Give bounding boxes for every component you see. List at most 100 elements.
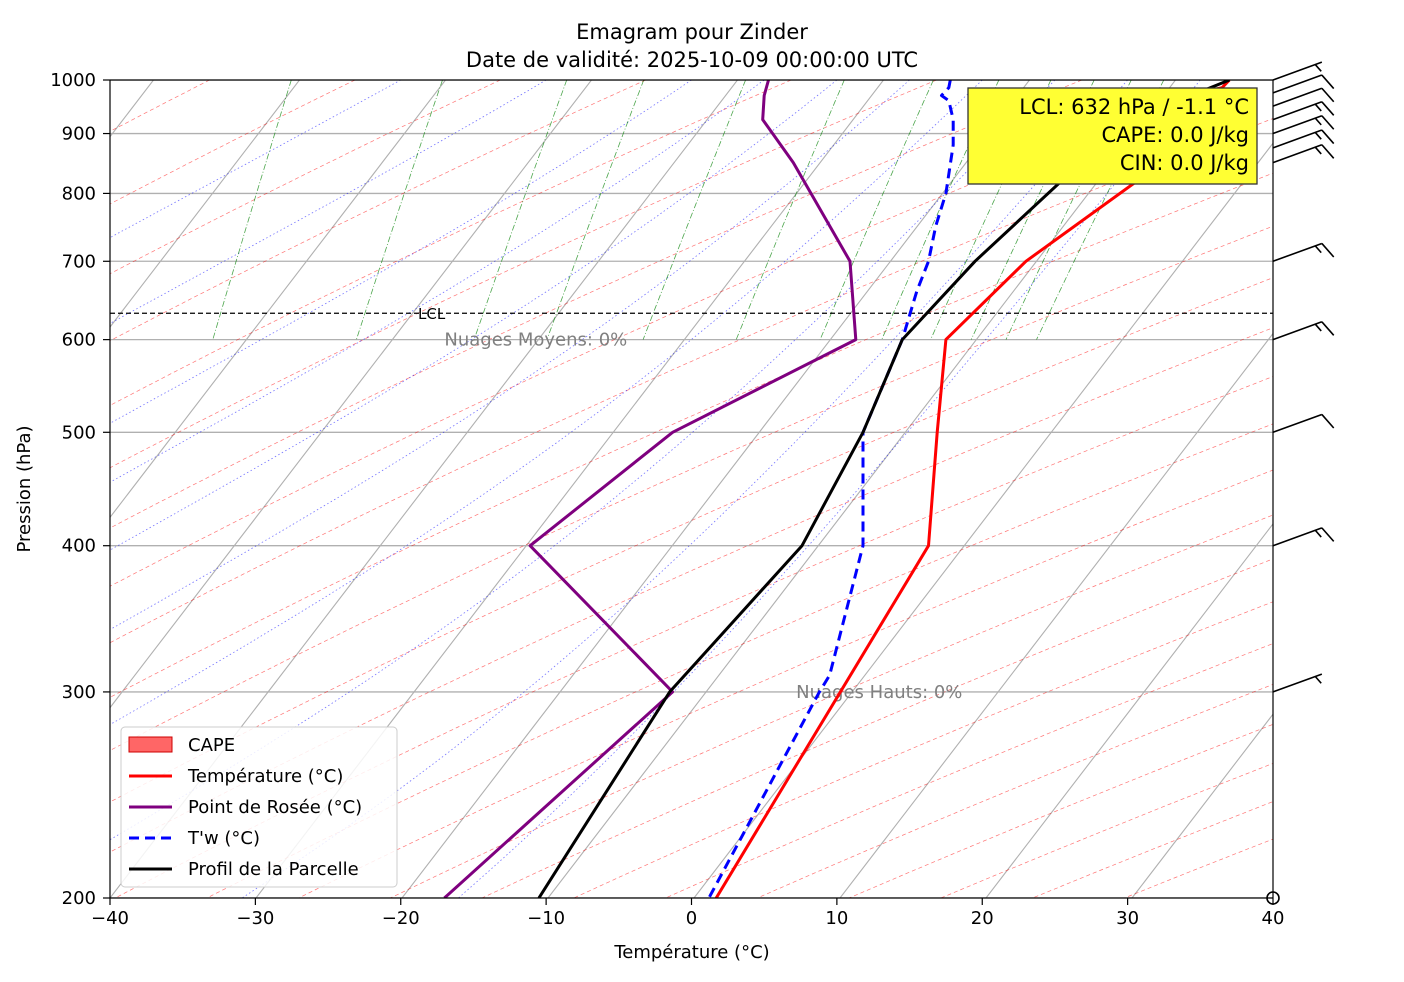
wind-barb-feather (1314, 117, 1322, 126)
mixing-ratio-line (212, 80, 292, 340)
legend-frame (120, 726, 398, 888)
y-tick-label: 600 (62, 330, 96, 351)
wind-barb-feather (1314, 323, 1322, 332)
wind-barb-feather (1314, 529, 1322, 538)
wind-barb-feather (1314, 675, 1322, 684)
dry-adiabat (110, 225, 1273, 751)
moist-adiabat (110, 80, 547, 324)
dry-adiabat (110, 80, 937, 469)
wind-barb-feather (1314, 146, 1322, 155)
dry-adiabat (115, 376, 1273, 898)
moist-adiabat (110, 80, 692, 424)
legend-label: Point de Rosée (°C) (188, 797, 362, 818)
chart-title: Emagram pour Zinder (576, 20, 808, 44)
wind-barb (1272, 321, 1335, 341)
wind-barb (1272, 114, 1335, 135)
calm-wind-marker (1266, 891, 1280, 905)
x-tick-label: 30 (1116, 908, 1139, 929)
dry-adiabat (110, 327, 1273, 853)
wind-barb-feather (1321, 87, 1335, 103)
lcl-label: LCL (418, 305, 446, 323)
wind-barb (1272, 527, 1335, 547)
x-axis-label: Température (°C) (613, 942, 769, 963)
wind-barb-feather (1314, 245, 1322, 254)
y-tick-label: 900 (62, 124, 96, 145)
wind-barb (1272, 87, 1335, 107)
y-tick-label: 700 (62, 251, 96, 272)
wind-barb-feather (1321, 321, 1335, 336)
skewed-isotherm (547, 80, 1177, 898)
moist-adiabat (458, 80, 1201, 898)
legend-swatch (128, 736, 173, 753)
x-tick-label: −40 (91, 908, 129, 929)
skewed-isotherm (401, 80, 1031, 898)
dry-adiabat (110, 277, 1273, 803)
x-tick-label: −10 (527, 908, 565, 929)
wind-barb-feather (1321, 115, 1335, 130)
skewed-isotherm (693, 142, 1273, 898)
wind-barb-staff (1272, 101, 1323, 121)
x-tick-label: 20 (971, 908, 994, 929)
mixing-ratio-line (546, 80, 645, 340)
y-tick-label: 200 (62, 888, 96, 909)
dry-adiabat (110, 80, 792, 406)
y-tick-label: 300 (62, 682, 96, 703)
legend-label: Température (°C) (187, 766, 343, 787)
wind-barb-staff (1272, 87, 1323, 107)
wind-barb-feather (1321, 242, 1335, 258)
legend-label: T'w (°C) (187, 828, 260, 849)
wind-barb-feather (1314, 64, 1322, 72)
x-tick-label: −30 (236, 908, 274, 929)
wind-barb (1272, 673, 1323, 693)
wind-barb (1272, 101, 1335, 121)
wind-barb-staff (1272, 527, 1323, 547)
dry-adiabat (206, 423, 1273, 898)
y-tick-label: 400 (62, 536, 96, 557)
mixing-ratio-line (642, 80, 746, 340)
wind-barb (1272, 144, 1335, 164)
dry-adiabat (110, 80, 1228, 587)
wind-barb-feather (1321, 527, 1335, 542)
skewed-isotherm (985, 522, 1273, 898)
background-lines (110, 80, 1273, 898)
dry-adiabat (110, 80, 356, 205)
wind-barb (1272, 242, 1335, 263)
wind-barb-staff (1272, 74, 1323, 94)
mixing-ratio-line (473, 80, 568, 340)
wind-barb-staff (1272, 114, 1323, 135)
skewed-isotherm (110, 80, 301, 328)
wind-barb (1272, 61, 1323, 81)
dry-adiabat (110, 172, 1273, 698)
skewed-isotherm (110, 80, 447, 519)
wind-barb-staff (1272, 321, 1323, 341)
wind-barb-staff (1272, 61, 1323, 81)
y-tick-label: 1000 (50, 70, 96, 91)
chart-subtitle: Date de validité: 2025-10-09 00:00:00 UT… (466, 48, 918, 72)
wind-barb-staff (1272, 673, 1323, 693)
skewed-isotherm (255, 80, 885, 898)
mixing-ratio-line (1036, 80, 1165, 340)
x-tick-label: −20 (382, 908, 420, 929)
wind-barb-feather (1321, 101, 1335, 116)
wind-barb (1272, 413, 1335, 434)
wind-barb-staff (1272, 144, 1323, 164)
wind-barb-staff (1272, 129, 1323, 149)
legend-label: CAPE (188, 735, 235, 756)
wind-barb-feather (1321, 74, 1335, 90)
info-box-background (967, 87, 1258, 185)
mixing-ratio-line (356, 80, 443, 340)
wind-barb-feather (1321, 413, 1335, 429)
series-line (443, 80, 858, 898)
moist-adiabat (110, 80, 401, 239)
info-box-line: CAPE: 0.0 J/kg (1101, 123, 1249, 147)
x-tick-label: 40 (1262, 908, 1285, 929)
skewed-isotherm (110, 80, 593, 709)
x-tick-label: 0 (686, 908, 697, 929)
wind-barb-feather (1314, 103, 1322, 112)
wind-barb (1272, 129, 1335, 149)
wind-barb-feather (1321, 129, 1335, 145)
wind-barb-feather (1321, 144, 1335, 159)
dry-adiabat (110, 80, 1082, 529)
